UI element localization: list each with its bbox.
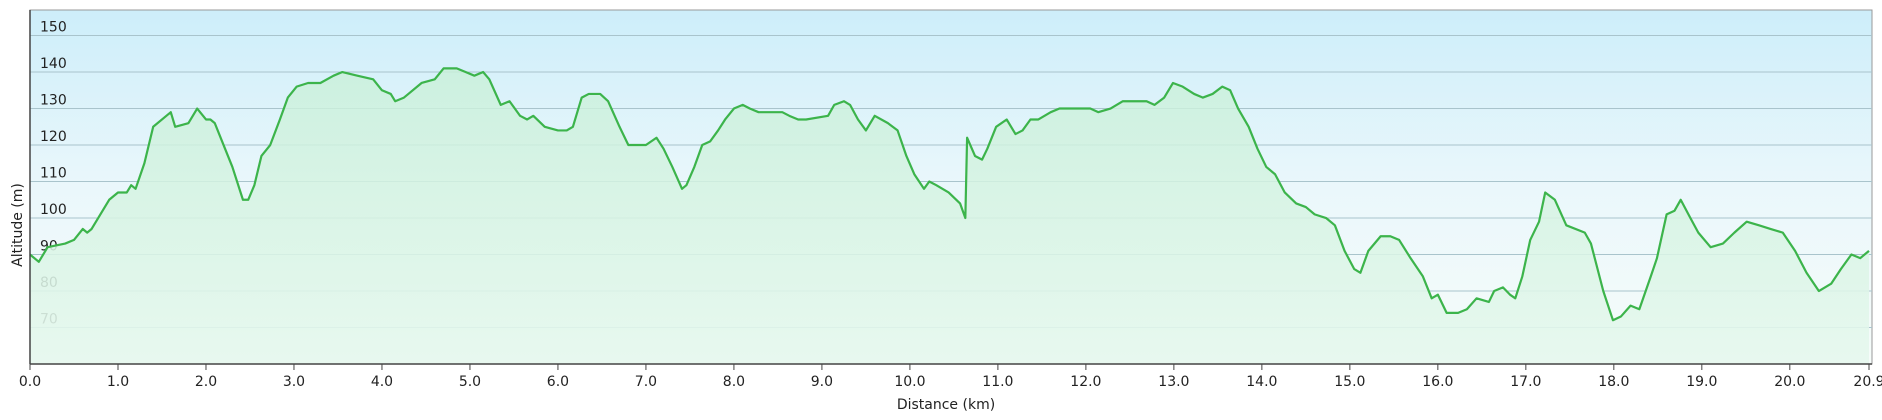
x-tick-label: 2.0	[195, 374, 217, 390]
x-tick-label: 19.0	[1686, 374, 1717, 390]
x-tick-label: 6.0	[547, 374, 569, 390]
y-tick-label: 150	[40, 20, 67, 36]
x-tick-label: 4.0	[371, 374, 393, 390]
y-tick-label: 100	[40, 202, 67, 218]
x-tick-label: 17.0	[1510, 374, 1541, 390]
x-tick-label: 9.0	[811, 374, 833, 390]
x-tick-label: 20.9	[1853, 374, 1882, 390]
x-tick-label: 7.0	[635, 374, 657, 390]
y-tick-label: 130	[40, 93, 67, 109]
x-tick-label: 3.0	[283, 374, 305, 390]
x-tick-label: 0.0	[19, 374, 41, 390]
x-axis-title: Distance (km)	[897, 397, 995, 413]
area-fill	[30, 68, 1869, 364]
y-tick-label: 110	[40, 166, 67, 182]
x-tick-label: 18.0	[1598, 374, 1629, 390]
x-tick-label: 13.0	[1158, 374, 1189, 390]
x-tick-label: 1.0	[107, 374, 129, 390]
x-tick-label: 10.0	[894, 374, 925, 390]
x-tick-label: 15.0	[1334, 374, 1365, 390]
x-tick-label: 16.0	[1422, 374, 1453, 390]
x-tick-label: 12.0	[1070, 374, 1101, 390]
y-tick-label: 140	[40, 56, 67, 72]
x-tick-label: 8.0	[723, 374, 745, 390]
y-axis-title: Altitude (m)	[10, 183, 26, 267]
x-tick-label: 11.0	[982, 374, 1013, 390]
y-tick-label: 120	[40, 129, 67, 145]
x-tick-label: 20.0	[1774, 374, 1805, 390]
x-tick-label: 5.0	[459, 374, 481, 390]
x-tick-label: 14.0	[1246, 374, 1277, 390]
elevation-line	[29, 67, 1870, 322]
